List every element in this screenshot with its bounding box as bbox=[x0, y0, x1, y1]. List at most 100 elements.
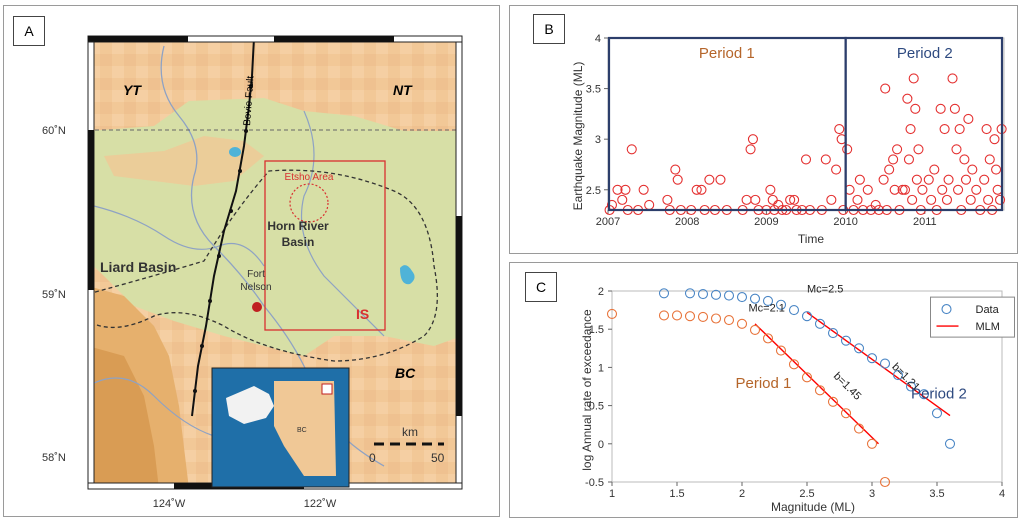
data-point bbox=[762, 333, 774, 344]
data-point bbox=[903, 154, 915, 165]
data-point bbox=[959, 154, 970, 165]
data-point bbox=[736, 318, 748, 329]
y-tick-label: 0.5 bbox=[589, 401, 604, 413]
data-point bbox=[827, 396, 839, 407]
data-point bbox=[670, 164, 681, 175]
data-point bbox=[967, 164, 978, 175]
data-point bbox=[736, 292, 748, 303]
data-point bbox=[984, 154, 995, 165]
data-point bbox=[944, 438, 956, 449]
label-liard-basin: Liard Basin bbox=[100, 259, 176, 275]
label-bc: BC bbox=[395, 365, 416, 381]
data-point bbox=[979, 174, 990, 185]
mountain-region-dark bbox=[88, 346, 159, 489]
x-tick-label: 2010 bbox=[833, 216, 857, 228]
label-horn-river-1: Horn River bbox=[267, 219, 329, 233]
data-point bbox=[801, 372, 813, 383]
data-point bbox=[892, 369, 904, 381]
y-tick-label: 4 bbox=[595, 33, 601, 45]
label-scale-zero: 0 bbox=[369, 451, 376, 465]
data-point bbox=[926, 194, 937, 205]
period-box bbox=[844, 36, 1004, 212]
frame-top-seg bbox=[88, 36, 188, 42]
data-point bbox=[762, 295, 774, 306]
x-tick-label: 2.5 bbox=[799, 488, 814, 500]
data-point bbox=[788, 359, 800, 370]
data-point bbox=[960, 174, 972, 185]
label-horn-river-2: Basin bbox=[282, 235, 315, 249]
data-point bbox=[765, 184, 776, 195]
fort-nelson-marker bbox=[252, 302, 262, 312]
data-point bbox=[745, 144, 756, 155]
label-nelson: Nelson bbox=[240, 282, 271, 293]
data-point bbox=[658, 310, 670, 321]
data-point bbox=[620, 184, 631, 195]
y-tick-label: 3 bbox=[595, 134, 601, 146]
data-point bbox=[971, 184, 982, 195]
label-fort: Fort bbox=[247, 269, 265, 280]
data-point bbox=[704, 174, 715, 185]
fault-ticks bbox=[193, 84, 253, 393]
data-point bbox=[862, 184, 873, 195]
lake bbox=[229, 147, 241, 157]
data-point bbox=[983, 194, 994, 205]
period-label: Period 2 bbox=[911, 386, 967, 403]
legend-label: Data bbox=[976, 304, 1000, 316]
data-point bbox=[897, 184, 908, 195]
y-tick-label: 2.5 bbox=[586, 185, 601, 197]
magnitude-frequency-chart: 1 1.5 2 2.5 3 3.5 4-0.500.511.52 Mc=2.1Mc=2.5b… bbox=[580, 284, 1015, 514]
label-is: IS bbox=[356, 306, 369, 322]
label-inset-bc: BC bbox=[297, 427, 307, 434]
y-tick-label: 1.5 bbox=[589, 324, 604, 336]
data-point bbox=[800, 154, 812, 165]
data-point bbox=[884, 164, 895, 175]
data-point bbox=[907, 194, 918, 205]
chart-b-points bbox=[604, 73, 1007, 216]
data-point bbox=[840, 408, 852, 419]
data-point bbox=[658, 288, 670, 299]
y-tick-label: 2 bbox=[598, 286, 604, 298]
x-tick-label: 2007 bbox=[596, 216, 620, 228]
y-tick-label: -0.5 bbox=[585, 477, 604, 489]
data-point bbox=[929, 164, 940, 175]
data-point bbox=[834, 124, 845, 135]
inset-study-box bbox=[321, 383, 333, 395]
data-point bbox=[723, 290, 735, 301]
data-point bbox=[854, 174, 865, 185]
data-point bbox=[892, 144, 903, 155]
chart-b-periods: Period 1 Period 2 bbox=[607, 36, 1004, 212]
frame-right-seg bbox=[456, 216, 462, 416]
data-point bbox=[947, 73, 958, 84]
label-lon-122: 122˚W bbox=[304, 498, 337, 510]
frame-left-seg bbox=[88, 130, 94, 290]
fmd-panel: 1 1.5 2 2.5 3 3.5 4 -0.5 0 0.5 1 1.5 2 Mc=2.1 Mc=2.5 b… bbox=[509, 262, 1018, 518]
data-point bbox=[749, 324, 761, 336]
data-point bbox=[853, 343, 865, 354]
river bbox=[93, 205, 265, 267]
data-point bbox=[684, 288, 696, 299]
y-tick-label: 3.5 bbox=[586, 84, 601, 96]
data-point bbox=[697, 289, 709, 300]
data-point bbox=[866, 353, 878, 364]
river bbox=[300, 110, 385, 337]
legend-data-marker bbox=[941, 304, 952, 315]
data-point bbox=[671, 310, 683, 321]
data-point bbox=[606, 308, 618, 319]
data-point bbox=[911, 174, 922, 185]
data-point bbox=[939, 124, 950, 135]
data-point bbox=[852, 194, 863, 205]
data-point bbox=[814, 318, 826, 329]
y-axis-label: Earthquake Magnitude (ML) bbox=[571, 62, 585, 211]
legend-box bbox=[930, 296, 1015, 338]
data-point bbox=[943, 174, 954, 185]
period-label: Period 2 bbox=[897, 45, 953, 62]
period-label: Period 1 bbox=[699, 45, 755, 62]
data-point bbox=[767, 194, 778, 205]
data-point bbox=[842, 144, 853, 155]
label-lon-124: 124˚W bbox=[153, 498, 186, 510]
data-point bbox=[750, 194, 761, 205]
y-tick-label: 1 bbox=[598, 362, 604, 374]
data-point bbox=[691, 184, 702, 195]
data-point bbox=[989, 134, 1000, 145]
